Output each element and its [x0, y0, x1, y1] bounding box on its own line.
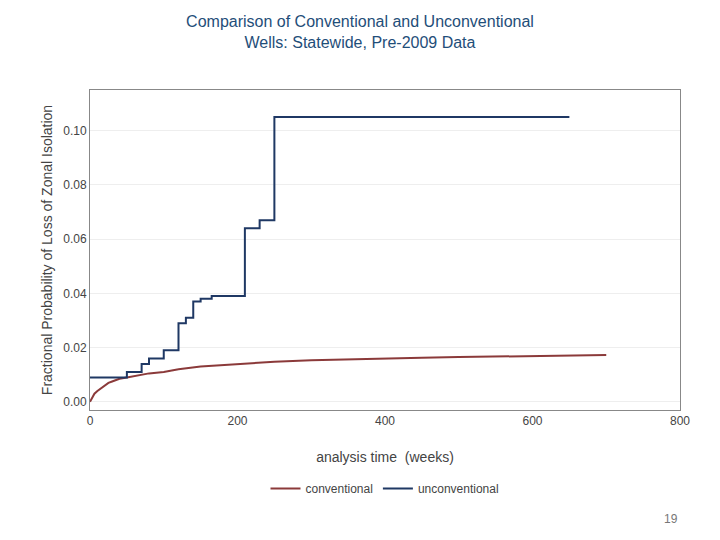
svg-text:Comparison of Conventional and: Comparison of Conventional and Unconvent… — [186, 13, 534, 51]
svg-text:0.08: 0.08 — [63, 178, 87, 192]
svg-text:0.00: 0.00 — [63, 395, 87, 409]
svg-text:600: 600 — [522, 414, 542, 428]
svg-text:0.02: 0.02 — [63, 341, 87, 355]
svg-text:200: 200 — [227, 414, 247, 428]
svg-text:Fractional Probability of Loss: Fractional Probability of Loss of Zonal … — [39, 105, 55, 395]
svg-text:19: 19 — [664, 512, 678, 526]
svg-text:0.04: 0.04 — [63, 287, 87, 301]
svg-text:800: 800 — [670, 414, 690, 428]
svg-text:0: 0 — [87, 414, 94, 428]
svg-text:analysis time (weeks): analysis time (weeks) — [316, 449, 454, 465]
svg-text:0.10: 0.10 — [63, 124, 87, 138]
svg-text:0.06: 0.06 — [63, 232, 87, 246]
svg-text:conventional: conventional — [306, 482, 373, 496]
svg-text:400: 400 — [375, 414, 395, 428]
svg-text:unconventional: unconventional — [418, 482, 499, 496]
